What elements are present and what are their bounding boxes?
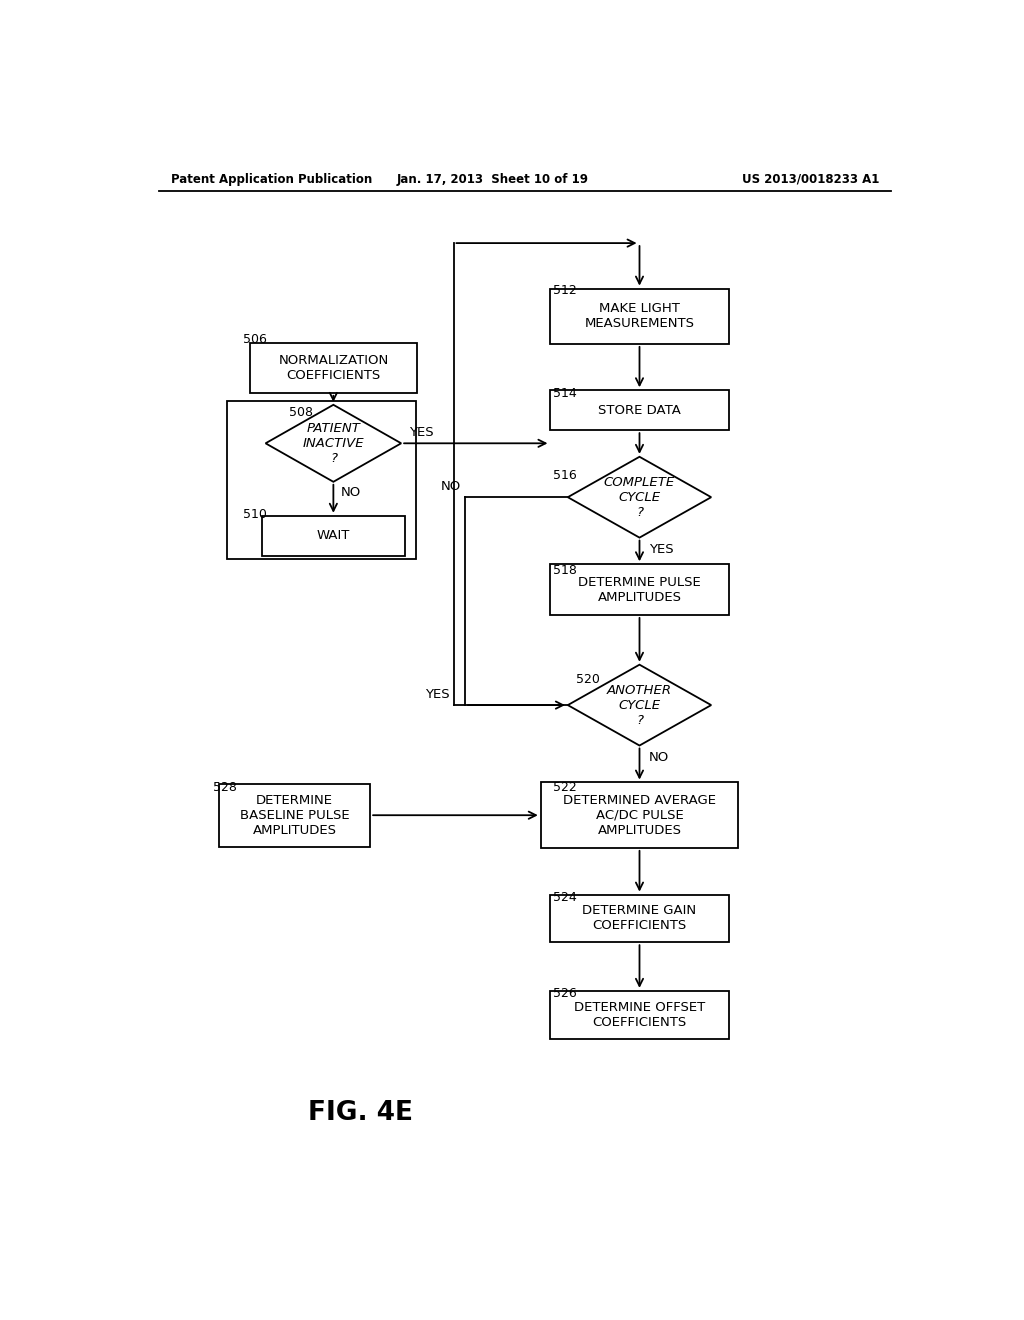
Text: Patent Application Publication: Patent Application Publication — [171, 173, 372, 186]
Text: 506: 506 — [243, 333, 266, 346]
FancyBboxPatch shape — [550, 391, 729, 430]
Polygon shape — [568, 457, 712, 537]
Polygon shape — [568, 665, 712, 746]
Text: STORE DATA: STORE DATA — [598, 404, 681, 417]
Text: YES: YES — [649, 544, 674, 557]
Text: 510: 510 — [243, 508, 266, 520]
Text: 508: 508 — [289, 407, 313, 418]
Polygon shape — [265, 405, 401, 482]
FancyBboxPatch shape — [550, 895, 729, 942]
Text: YES: YES — [425, 688, 450, 701]
Text: NO: NO — [341, 486, 361, 499]
Text: 512: 512 — [553, 284, 577, 297]
FancyBboxPatch shape — [550, 991, 729, 1039]
Text: DETERMINE
BASELINE PULSE
AMPLITUDES: DETERMINE BASELINE PULSE AMPLITUDES — [240, 793, 349, 837]
FancyBboxPatch shape — [550, 289, 729, 345]
Text: 526: 526 — [553, 987, 577, 1001]
Text: YES: YES — [409, 426, 433, 440]
Text: NORMALIZATION
COEFFICIENTS: NORMALIZATION COEFFICIENTS — [279, 354, 388, 381]
FancyBboxPatch shape — [250, 343, 417, 393]
Text: NO: NO — [649, 751, 669, 764]
Text: 522: 522 — [553, 781, 577, 795]
Text: 524: 524 — [553, 891, 577, 904]
Text: Jan. 17, 2013  Sheet 10 of 19: Jan. 17, 2013 Sheet 10 of 19 — [396, 173, 588, 186]
Text: PATIENT
INACTIVE
?: PATIENT INACTIVE ? — [302, 422, 365, 465]
Text: US 2013/0018233 A1: US 2013/0018233 A1 — [742, 173, 880, 186]
Text: 514: 514 — [553, 387, 577, 400]
FancyBboxPatch shape — [262, 516, 406, 556]
Text: FIG. 4E: FIG. 4E — [308, 1100, 413, 1126]
Text: 516: 516 — [553, 469, 577, 482]
FancyBboxPatch shape — [541, 783, 738, 847]
Text: 528: 528 — [213, 781, 238, 795]
Text: 518: 518 — [553, 564, 577, 577]
Text: DETERMINE GAIN
COEFFICIENTS: DETERMINE GAIN COEFFICIENTS — [583, 904, 696, 932]
Text: WAIT: WAIT — [316, 529, 350, 543]
FancyBboxPatch shape — [219, 784, 371, 847]
Text: DETERMINE PULSE
AMPLITUDES: DETERMINE PULSE AMPLITUDES — [579, 576, 700, 603]
Text: DETERMINED AVERAGE
AC/DC PULSE
AMPLITUDES: DETERMINED AVERAGE AC/DC PULSE AMPLITUDE… — [563, 793, 716, 837]
Text: DETERMINE OFFSET
COEFFICIENTS: DETERMINE OFFSET COEFFICIENTS — [573, 1001, 706, 1028]
FancyBboxPatch shape — [550, 564, 729, 615]
Text: 520: 520 — [575, 673, 600, 686]
Text: MAKE LIGHT
MEASUREMENTS: MAKE LIGHT MEASUREMENTS — [585, 302, 694, 330]
Text: ANOTHER
CYCLE
?: ANOTHER CYCLE ? — [607, 684, 672, 726]
Text: COMPLETE
CYCLE
?: COMPLETE CYCLE ? — [604, 475, 675, 519]
Text: NO: NO — [441, 480, 461, 492]
